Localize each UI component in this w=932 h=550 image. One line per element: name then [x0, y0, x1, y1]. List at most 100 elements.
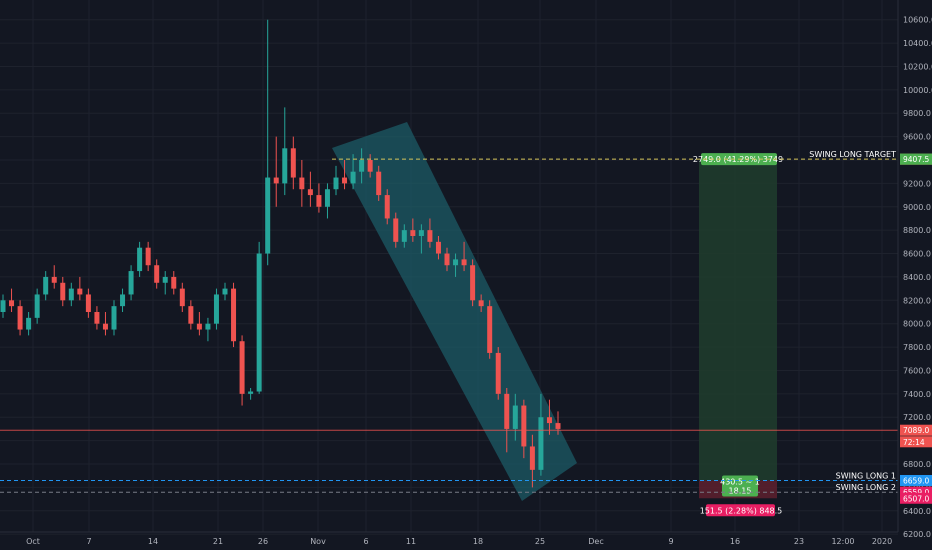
price-tag [900, 424, 932, 436]
x-tick-label: 7 [86, 537, 91, 546]
x-tick-label: 11 [406, 537, 416, 546]
candle-body [51, 276, 57, 283]
candle-body [171, 276, 177, 289]
candle-body [393, 218, 399, 242]
candle-body [350, 171, 356, 184]
candle-body [231, 288, 237, 342]
candle-body [94, 312, 100, 324]
candle-body [26, 317, 32, 330]
price-tag [900, 436, 932, 448]
candle-body [307, 189, 313, 196]
x-tick-label: 21 [213, 537, 223, 546]
candle-body [333, 177, 339, 190]
candle-body [239, 341, 245, 394]
candle-body [299, 177, 305, 190]
y-tick-label: 9200.0 [903, 179, 931, 188]
price-tag [900, 153, 932, 165]
y-tick-label: 6400.0 [903, 507, 931, 516]
y-tick-label: 10200.0 [903, 62, 932, 71]
candle-body [77, 288, 83, 295]
y-tick-label: 7600.0 [903, 366, 931, 375]
candle-body [435, 241, 441, 254]
y-tick-label: 8200.0 [903, 296, 931, 305]
candle-body [418, 230, 424, 236]
loss-label: 151.5 (2.28%) 848.5 [700, 506, 783, 515]
candle-body [154, 265, 160, 283]
candle-body [453, 259, 459, 266]
candle-body [444, 253, 450, 266]
candle-body [282, 148, 288, 184]
candle-body [478, 300, 484, 307]
candle-body [137, 247, 143, 272]
x-tick-label: 2020 [872, 537, 892, 546]
price-tag [900, 474, 932, 486]
level-label: SWING LONG 2 [836, 483, 896, 492]
candle-body [145, 247, 151, 266]
candle-body [248, 391, 254, 394]
candle-body [487, 306, 493, 353]
candle-body [555, 423, 561, 429]
candle-body [401, 230, 407, 242]
candle-body [273, 177, 279, 184]
candle-body [0, 300, 6, 312]
candle-body [111, 306, 117, 330]
loss-label-box [706, 504, 775, 517]
y-tick-label: 9600.0 [903, 133, 931, 142]
candle-body [128, 271, 134, 295]
candle-body [359, 160, 365, 172]
y-tick-label: 10600.0 [903, 16, 932, 25]
price-tag-label: 6659.0 [903, 476, 929, 485]
candle-body [85, 294, 91, 312]
price-tag-label: 72:14 [903, 438, 925, 447]
level-lines: SWING LONG TARGET SWING LONG 1 SWING LONG … [0, 150, 898, 493]
price-tag [900, 486, 932, 498]
price-tags: 9407.06659.06558.59407.57089.072:146559.… [900, 153, 932, 504]
x-tick-label: 9 [668, 537, 673, 546]
candle-body [342, 177, 348, 184]
price-tag-label: 6559.0 [903, 488, 929, 497]
y-tick-label: 10400.0 [903, 39, 932, 48]
x-tick-label: 16 [730, 537, 740, 546]
candle-body [196, 323, 202, 330]
candle-body [213, 294, 219, 324]
candle-body [290, 148, 296, 178]
y-tick-label: 9000.0 [903, 203, 931, 212]
y-tick-label: 9800.0 [903, 109, 931, 118]
y-tick-label: 7800.0 [903, 343, 931, 352]
candle-body [256, 253, 262, 392]
candle-body [546, 417, 552, 424]
x-tick-label: 23 [794, 537, 804, 546]
candle-body [162, 276, 168, 283]
time-axis[interactable]: Oct 7 14 21 26 Nov 6 11 18 25 Dec 9 16 23 12:00 2020 [0, 531, 898, 546]
candle-body [367, 160, 373, 172]
price-axis[interactable]: 6200.06400.06600.06800.07000.07200.07400… [897, 0, 932, 539]
candle-body [504, 393, 510, 429]
y-tick-label: 7200.0 [903, 413, 931, 422]
candles [0, 19, 561, 488]
candle-body [529, 446, 535, 470]
price-tag-label: 9407.5 [903, 155, 929, 164]
candle-body [521, 405, 527, 447]
candle-body [427, 230, 433, 242]
x-tick-label: 12:00 [831, 537, 854, 546]
candle-body [384, 195, 390, 219]
x-tick-label: Nov [310, 537, 326, 546]
profit-zone[interactable] [699, 159, 777, 481]
price-tag-label: 6507.0 [903, 494, 929, 503]
ratio-label-line1: 430.5 ~ 1 [720, 477, 760, 486]
x-tick-label: 26 [258, 537, 268, 546]
candle-body [9, 300, 15, 307]
ratio-label-line2: 18.15 [729, 486, 752, 495]
y-tick-label: 6800.0 [903, 460, 931, 469]
candle-body [102, 323, 108, 330]
y-tick-label: 8400.0 [903, 273, 931, 282]
y-tick-label: 8600.0 [903, 250, 931, 259]
price-tag [900, 492, 932, 504]
y-tick-label: 7400.0 [903, 390, 931, 399]
candle-body [265, 177, 271, 254]
y-tick-label: 8000.0 [903, 320, 931, 329]
candle-body [495, 352, 501, 394]
x-tick-label: 25 [535, 537, 545, 546]
